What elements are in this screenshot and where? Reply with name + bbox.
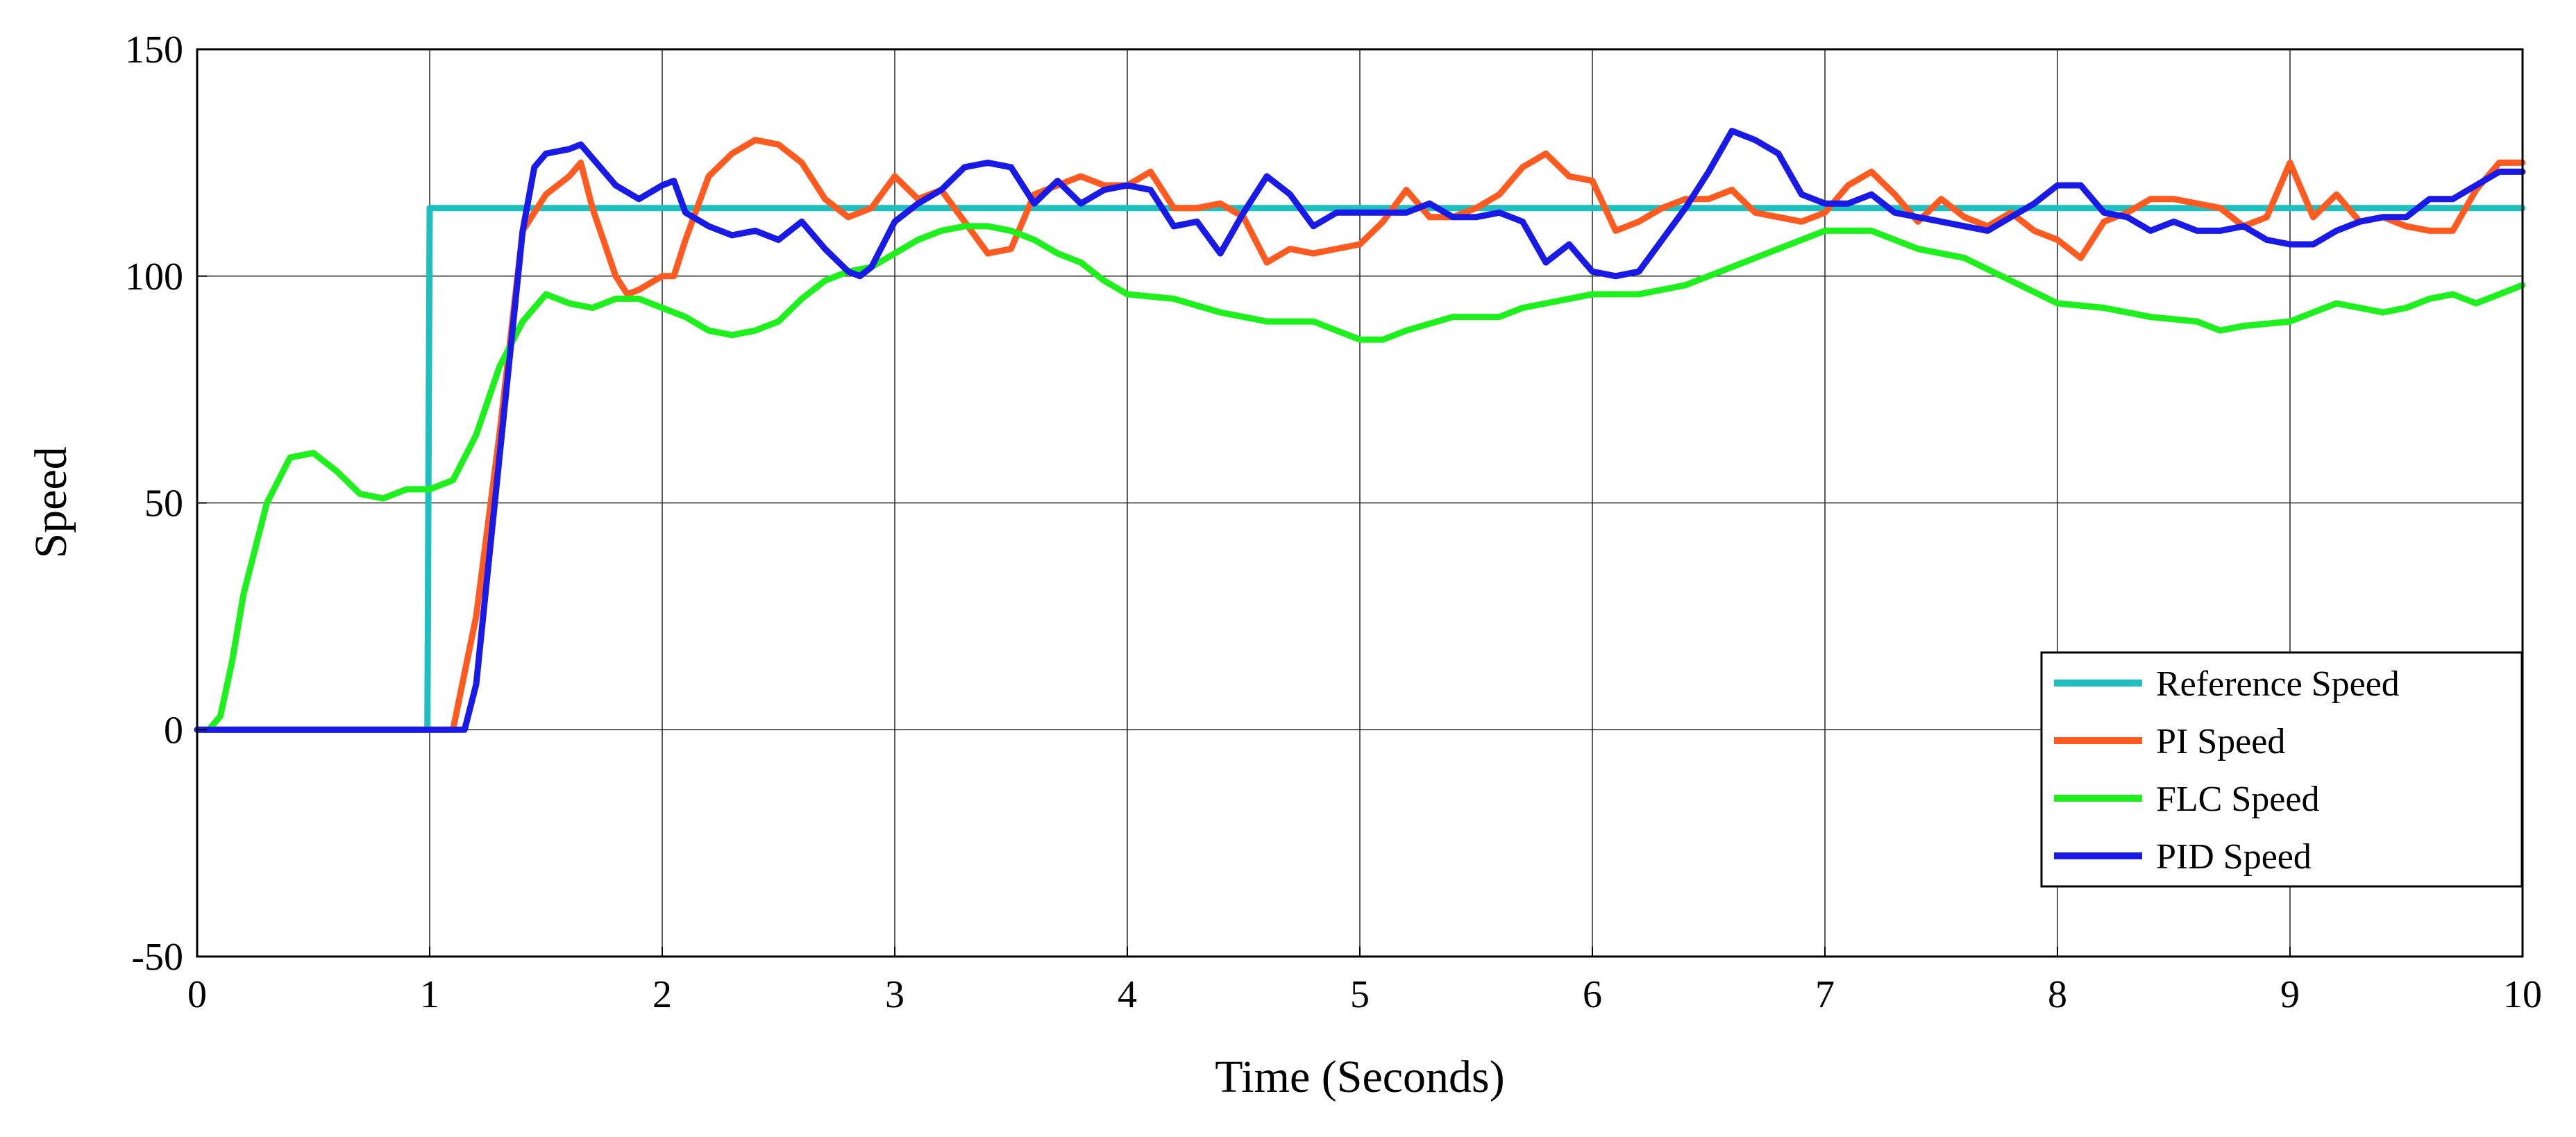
x-tick-label: 2	[653, 973, 672, 1016]
x-tick-label: 1	[420, 973, 439, 1016]
legend-box	[2040, 651, 2523, 888]
x-tick-label: 7	[1815, 973, 1835, 1016]
x-axis-title: Time (Seconds)	[1215, 1052, 1504, 1102]
series-line-pi-speed	[194, 137, 2526, 733]
x-tick-label: 0	[187, 973, 207, 1016]
x-tick-label: 8	[2048, 973, 2067, 1016]
y-axis-title: Speed	[26, 446, 76, 558]
x-tick-label: 9	[2280, 973, 2300, 1016]
x-tick-label: 4	[1118, 973, 1137, 1016]
y-tick-label: 100	[125, 255, 183, 298]
y-tick-label: 150	[125, 28, 183, 71]
y-tick-label: 50	[144, 482, 183, 525]
legend-label: PID Speed	[2156, 837, 2312, 877]
series-line-flc-speed	[194, 223, 2526, 733]
legend-label: PI Speed	[2156, 722, 2285, 761]
x-tick-label: 3	[885, 973, 904, 1016]
x-tick-label: 5	[1350, 973, 1370, 1016]
legend: Reference Speed PI Speed FLC Speed PID Spee…	[2040, 651, 2523, 888]
legend-label: Reference Speed	[2156, 664, 2400, 704]
x-tick-label: 6	[1583, 973, 1602, 1016]
x-tick-label: 10	[2503, 973, 2542, 1016]
y-tick-label: -50	[131, 936, 183, 979]
legend-label: FLC Speed	[2156, 780, 2319, 819]
y-tick-label: 0	[164, 709, 183, 752]
series-line-pid-speed	[194, 128, 2526, 733]
series-lines	[194, 128, 2526, 733]
